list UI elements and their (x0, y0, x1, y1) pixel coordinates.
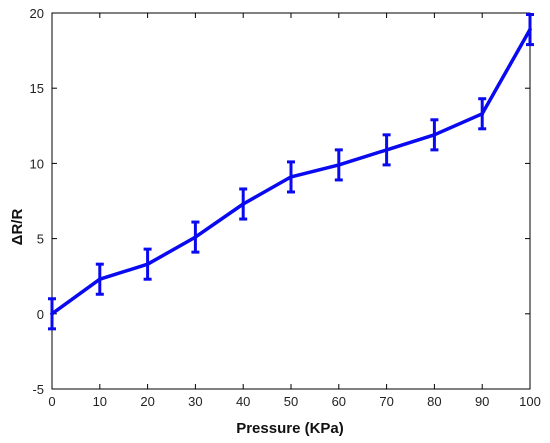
data-point (241, 202, 245, 206)
data-point (289, 175, 293, 179)
x-tick-label: 20 (140, 394, 154, 409)
data-point (480, 111, 485, 116)
data-point (384, 148, 389, 152)
data-point (528, 27, 532, 32)
data-point (98, 277, 102, 282)
x-tick-label: 70 (379, 394, 393, 409)
x-tick-label: 50 (284, 394, 298, 409)
data-point (145, 262, 150, 266)
y-tick-label: 0 (37, 307, 44, 322)
y-tick-label: 5 (37, 232, 44, 247)
x-tick-label: 90 (475, 394, 489, 409)
x-tick-label: 60 (332, 394, 346, 409)
plot-area: 0 10 20 30 40 50 60 70 80 90 100 -5 0 5 10 15 20 (30, 6, 541, 409)
y-tick-label: -5 (32, 382, 44, 397)
x-tick-label: 100 (519, 394, 541, 409)
plot-frame (51, 12, 531, 390)
y-tick-label: 15 (30, 81, 44, 96)
y-tick-label: 10 (30, 156, 44, 171)
y-axis-title: ΔR/R (9, 209, 26, 246)
x-tick-label: 80 (427, 394, 441, 409)
x-tick-label: 40 (236, 394, 250, 409)
data-point (50, 312, 54, 316)
y-tick-label: 20 (30, 6, 44, 21)
x-tick-label: 10 (93, 394, 107, 409)
x-tick-label: 0 (48, 394, 55, 409)
data-point (337, 163, 341, 167)
data-point (193, 235, 198, 239)
x-tick-label: 30 (188, 394, 202, 409)
x-axis-title: Pressure (KPa) (236, 420, 344, 437)
data-point (432, 133, 437, 137)
